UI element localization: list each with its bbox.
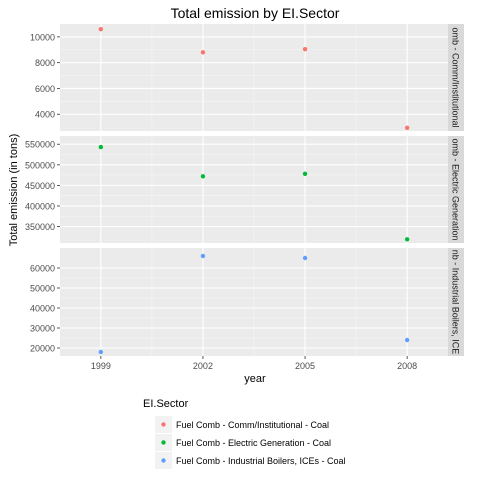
data-point <box>404 125 410 130</box>
legend-label: Fuel Comb - Industrial Boilers, ICEs - C… <box>176 456 346 466</box>
legend-item: Fuel Comb - Comm/Institutional - Coal <box>155 416 329 433</box>
legend-item: Fuel Comb - Electric Generation - Coal <box>155 434 331 451</box>
data-point <box>404 237 410 242</box>
facet-strip-label: omb - Electric Generation <box>451 138 461 240</box>
legend-label: Fuel Comb - Comm/Institutional - Coal <box>176 420 329 430</box>
facet-strip <box>448 136 464 243</box>
data-point <box>98 144 104 150</box>
data-point <box>302 171 308 177</box>
y-tick-label: 30000 <box>30 324 55 334</box>
data-point <box>98 26 104 32</box>
facet-strip-label: omb - Comm/Institutional <box>451 27 461 127</box>
y-tick-label: 10000 <box>30 32 55 42</box>
facet-panel: 350000 400000 450000 500000 550000 omb - Elec… <box>25 136 464 243</box>
y-tick-label: 6000 <box>35 84 55 94</box>
data-point <box>200 50 206 55</box>
x-tick-label: 2008 <box>397 361 417 371</box>
facet-panels: 4000 6000 8000 10000 omb - Comm/Institutiona… <box>25 24 464 356</box>
legend-title: EI.Sector <box>143 398 189 410</box>
y-tick-label: 450000 <box>25 181 55 191</box>
data-point <box>404 337 410 343</box>
y-tick-label: 8000 <box>35 58 55 68</box>
facet-panel: 20000 30000 40000 50000 60000 nb - Industrial… <box>30 248 464 356</box>
y-axis-label: Total emission (in tons) <box>8 134 20 247</box>
facet-strip <box>448 24 464 131</box>
y-tick-label: 50000 <box>30 284 55 294</box>
data-point <box>302 46 308 52</box>
legend-item: Fuel Comb - Industrial Boilers, ICEs - C… <box>155 452 346 469</box>
legend-marker <box>161 422 166 427</box>
x-tick-label: 2005 <box>295 361 315 371</box>
legend-items: Fuel Comb - Comm/Institutional - Coal Fue… <box>155 416 346 469</box>
y-tick-label: 4000 <box>35 110 55 120</box>
facet-strip <box>448 248 464 356</box>
y-tick-label: 350000 <box>25 222 55 232</box>
y-tick-label: 500000 <box>25 160 55 170</box>
data-point <box>98 349 104 355</box>
y-tick-label: 400000 <box>25 201 55 211</box>
data-point <box>200 253 206 259</box>
x-tick-label: 1999 <box>91 361 111 371</box>
x-axis-label: year <box>244 373 266 385</box>
facet-panel: 4000 6000 8000 10000 omb - Comm/Institutiona… <box>30 24 464 131</box>
legend-marker <box>161 440 166 445</box>
y-tick-label: 60000 <box>30 264 55 274</box>
data-point <box>302 255 308 261</box>
x-tick-label: 2002 <box>193 361 213 371</box>
y-tick-label: 20000 <box>30 344 55 354</box>
y-tick-label: 40000 <box>30 304 55 314</box>
legend-marker <box>161 458 166 463</box>
legend-label: Fuel Comb - Electric Generation - Coal <box>176 438 331 448</box>
facet-strip-label: nb - Industrial Boilers, ICE <box>451 250 461 355</box>
y-tick-label: 550000 <box>25 140 55 150</box>
data-point <box>200 174 206 179</box>
chart-title: Total emission by EI.Sector <box>171 5 340 21</box>
x-axis-ticks: 1999 2002 2005 2008 <box>91 356 417 371</box>
legend: EI.Sector Fuel Comb - Comm/Institutional… <box>143 398 346 469</box>
